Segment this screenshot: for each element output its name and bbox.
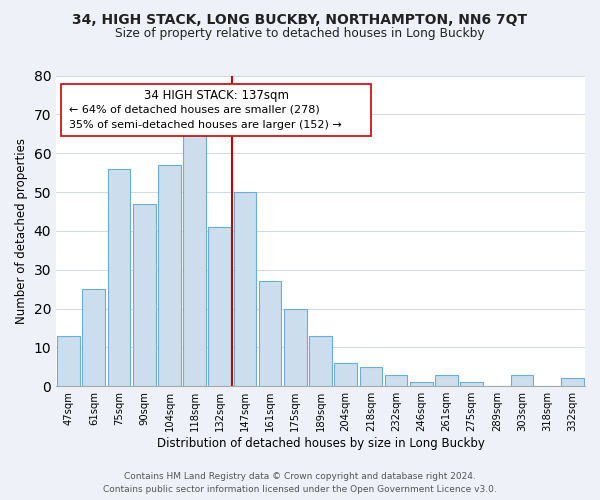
Bar bbox=[58, 336, 80, 386]
Text: Contains public sector information licensed under the Open Government Licence v3: Contains public sector information licen… bbox=[103, 485, 497, 494]
Bar bbox=[183, 134, 206, 386]
X-axis label: Distribution of detached houses by size in Long Buckby: Distribution of detached houses by size … bbox=[157, 437, 484, 450]
Bar bbox=[208, 227, 231, 386]
Bar bbox=[359, 367, 382, 386]
Bar bbox=[133, 204, 155, 386]
Bar bbox=[410, 382, 433, 386]
Y-axis label: Number of detached properties: Number of detached properties bbox=[15, 138, 28, 324]
Bar bbox=[82, 289, 105, 386]
Bar bbox=[259, 282, 281, 386]
Text: 35% of semi-detached houses are larger (152) →: 35% of semi-detached houses are larger (… bbox=[69, 120, 342, 130]
Bar bbox=[511, 374, 533, 386]
Bar bbox=[334, 363, 357, 386]
Bar bbox=[309, 336, 332, 386]
Bar bbox=[158, 165, 181, 386]
Text: 34, HIGH STACK, LONG BUCKBY, NORTHAMPTON, NN6 7QT: 34, HIGH STACK, LONG BUCKBY, NORTHAMPTON… bbox=[73, 12, 527, 26]
Bar bbox=[460, 382, 483, 386]
Text: ← 64% of detached houses are smaller (278): ← 64% of detached houses are smaller (27… bbox=[69, 104, 320, 114]
Bar bbox=[233, 192, 256, 386]
Bar bbox=[435, 374, 458, 386]
Text: Contains HM Land Registry data © Crown copyright and database right 2024.: Contains HM Land Registry data © Crown c… bbox=[124, 472, 476, 481]
Bar bbox=[107, 168, 130, 386]
Bar bbox=[561, 378, 584, 386]
Bar bbox=[385, 374, 407, 386]
FancyBboxPatch shape bbox=[61, 84, 371, 136]
Bar bbox=[284, 308, 307, 386]
Text: 34 HIGH STACK: 137sqm: 34 HIGH STACK: 137sqm bbox=[143, 88, 289, 102]
Text: Size of property relative to detached houses in Long Buckby: Size of property relative to detached ho… bbox=[115, 28, 485, 40]
